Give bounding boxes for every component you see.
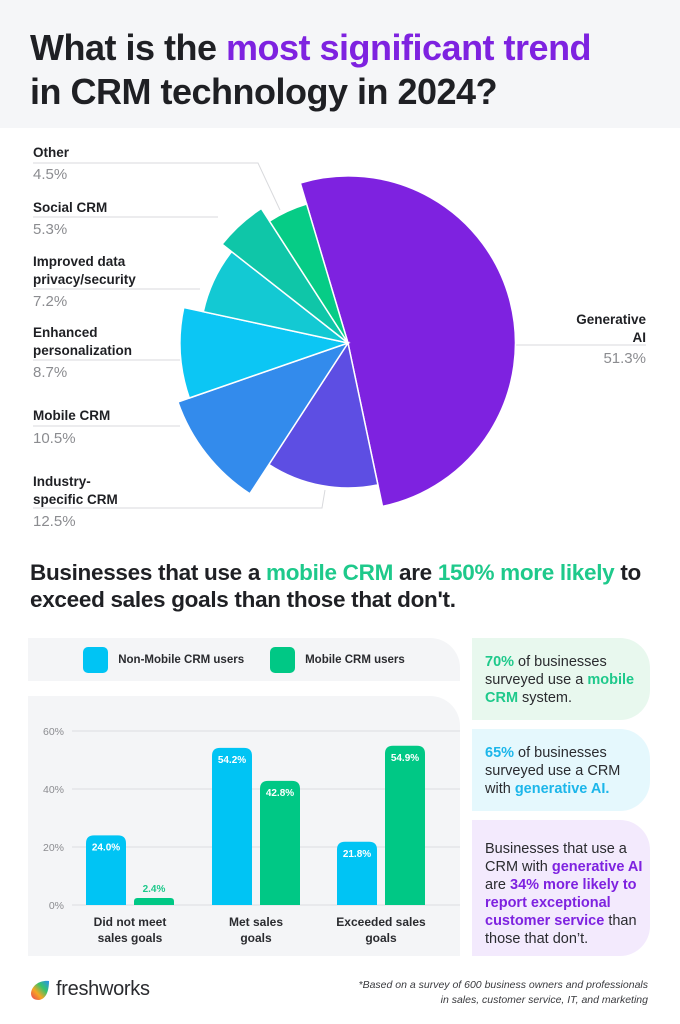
card-text: of businesses surveyed use a (485, 654, 607, 688)
x-category-label: goals (365, 931, 397, 945)
pie-chart (33, 162, 646, 509)
pct-industry-specific: 12.5% (33, 513, 76, 530)
subtitle-highlight: mobile CRM (266, 560, 394, 585)
subtitle-highlight: 150% more likely (437, 560, 615, 585)
card-highlight: generative AI. (514, 781, 610, 797)
label-line: specific CRM (33, 492, 118, 507)
legend-swatch-blue (83, 646, 109, 673)
bar-legend: Non-Mobile CRM users Mobile CRM users (28, 638, 460, 681)
bar-value-label: 54.9% (391, 753, 419, 764)
card-text: than those that don’t. (485, 913, 637, 947)
leader-lines (33, 162, 646, 509)
freshworks-logo: freshworks (30, 978, 150, 1001)
card-text: Businesses that use a CRM with (485, 841, 627, 875)
label-line: privacy/security (33, 272, 136, 287)
legend-item-non-mobile: Non-Mobile CRM users (83, 646, 245, 673)
title-highlight: most significant trend (226, 27, 592, 68)
pie-slice-mobile-crm (176, 341, 350, 495)
bar-value-label: 2.4% (143, 884, 166, 895)
card-highlight: mobile CRM (485, 672, 635, 706)
legend-label: Non-Mobile CRM users (118, 653, 245, 666)
subtitle-text: to exceed sales goals than those that do… (30, 560, 641, 612)
pie-chart-section: Other 4.5% Social CRM 5.3% Improved data… (0, 128, 680, 538)
x-category-label: sales goals (98, 931, 163, 945)
footnote: *Based on a survey of 600 business owner… (358, 978, 648, 1008)
stat-card-mobile-crm: 70% of businesses surveyed use a mobile … (472, 638, 650, 720)
pie-slice-generative-ai (299, 175, 517, 508)
card-text: of businesses surveyed use a CRM with (485, 745, 621, 797)
stat-card-customer-service: Businesses that use a CRM with generativ… (472, 820, 650, 956)
label-line: personalization (33, 343, 133, 358)
label-improved-data: Improved data privacy/security (33, 253, 136, 289)
x-category-label: Did not meet (94, 915, 167, 929)
legend-label: Mobile CRM users (305, 653, 405, 666)
x-category-label: goals (240, 931, 272, 945)
pie-slices (176, 175, 517, 508)
label-social-crm: Social CRM (33, 200, 108, 215)
freshworks-logo-icon (31, 980, 49, 1000)
y-tick-label: 40% (43, 784, 64, 796)
pie-slice-other (268, 203, 349, 344)
footnote-line: in sales, customer service, IT, and mark… (440, 994, 648, 1006)
page-title: What is the most significant trend in CR… (30, 26, 592, 114)
pct-generative-ai: 51.3% (603, 350, 646, 367)
label-line: AI (632, 330, 647, 345)
pie-slice-industry-specific-crm (267, 341, 379, 489)
label-generative-ai: Generative AI (576, 311, 646, 347)
bar-non-mobile (86, 835, 126, 905)
subtitle-text: are (393, 560, 438, 585)
bar-chart: 60% 40% 20% 0% 24.0% 2.4% Did not meet sales go… (43, 726, 460, 945)
x-category-label: Exceeded sales (336, 915, 426, 929)
section-subtitle: Businesses that use a mobile CRM are 150… (30, 559, 670, 613)
bar-chart-panel: 60% 40% 20% 0% 24.0% 2.4% Did not meet sales go… (28, 696, 460, 956)
pct-enhanced-personalization: 8.7% (33, 364, 68, 381)
footnote-line: *Based on a survey of 600 business owner… (358, 979, 648, 991)
brand-name: freshworks (56, 978, 150, 1000)
pct-improved-data: 7.2% (33, 293, 68, 310)
bar-value-label: 42.8% (266, 788, 294, 799)
title-text-line2: in CRM technology in 2024? (30, 71, 498, 112)
card-highlight: 70% (485, 654, 515, 670)
pct-social-crm: 5.3% (33, 221, 68, 238)
pie-slice-social-crm (221, 207, 349, 344)
y-tick-label: 60% (43, 726, 64, 738)
pct-mobile-crm: 10.5% (33, 430, 76, 447)
label-mobile-crm: Mobile CRM (33, 408, 111, 423)
bar-mobile (260, 780, 300, 905)
legend-item-mobile: Mobile CRM users (270, 646, 405, 673)
bar-mobile (134, 898, 174, 905)
card-highlight: 34% more likely to report exceptional cu… (485, 877, 637, 929)
label-line: Generative (576, 312, 646, 327)
bar-value-label: 54.2% (218, 755, 246, 766)
label-other: Other (33, 145, 70, 160)
card-highlight: 65% (485, 745, 515, 761)
bar-mobile (385, 745, 425, 905)
stat-card-generative-ai: 65% of businesses surveyed use a CRM wit… (472, 729, 650, 811)
x-category-label: Met sales (229, 915, 283, 929)
label-industry-specific: Industry- specific CRM (33, 473, 118, 509)
subtitle-text: Businesses that use a (30, 560, 267, 585)
bar-value-label: 24.0% (92, 842, 120, 853)
label-enhanced-personalization: Enhanced personalization (33, 324, 132, 360)
card-text: are (485, 877, 510, 893)
card-highlight: generative AI (551, 859, 643, 875)
label-line: Industry- (33, 474, 91, 489)
label-line: Enhanced (33, 325, 98, 340)
bar-non-mobile (337, 841, 377, 905)
y-tick-label: 0% (49, 900, 64, 912)
y-tick-label: 20% (43, 842, 64, 854)
header-band: What is the most significant trend in CR… (0, 0, 680, 128)
pie-slice-enhanced-personalization (179, 306, 351, 399)
card-text: system. (518, 690, 573, 706)
title-text: What is the (30, 27, 227, 68)
label-line: Improved data (33, 254, 126, 269)
bar-non-mobile (212, 747, 252, 905)
bar-value-label: 21.8% (343, 849, 371, 860)
legend-swatch-green (270, 646, 296, 673)
pct-other: 4.5% (33, 166, 68, 183)
